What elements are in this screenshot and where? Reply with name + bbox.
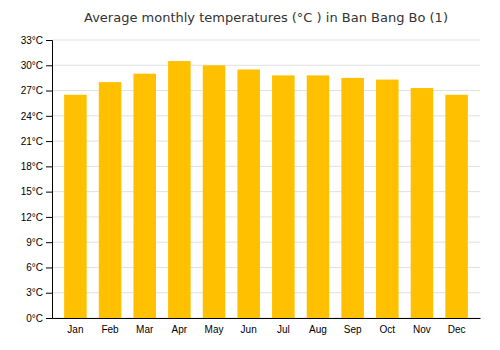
bar xyxy=(133,74,156,318)
y-tick-label: 21°C xyxy=(21,136,43,147)
y-tick: 3°C xyxy=(26,287,52,298)
y-tick-mark xyxy=(46,40,52,41)
y-tick: 0°C xyxy=(26,313,52,324)
y-tick-mark xyxy=(46,91,52,92)
y-tick-label: 12°C xyxy=(21,212,43,223)
bar xyxy=(99,82,122,318)
bar xyxy=(376,80,399,318)
x-tick-label: Jun xyxy=(241,324,257,335)
x-tick: Nov xyxy=(413,324,431,335)
chart: 0°C 3°C 6°C 9°C 12°C 15°C 18°C 21°C 24°C 27°C 30°C… xyxy=(0,0,500,350)
y-axis: 0°C 3°C 6°C 9°C 12°C 15°C 18°C 21°C 24°C 27°C 30°C… xyxy=(21,35,53,324)
x-tick-label: Oct xyxy=(380,324,396,335)
grid-line xyxy=(52,65,480,66)
y-tick: 18°C xyxy=(21,161,52,172)
x-tick-label: May xyxy=(205,324,224,335)
bar xyxy=(272,75,295,318)
bar xyxy=(341,78,364,318)
x-tick: Sep xyxy=(344,324,362,335)
y-tick-label: 15°C xyxy=(21,186,43,197)
plot: 0°C 3°C 6°C 9°C 12°C 15°C 18°C 21°C 24°C 27°C 30°C… xyxy=(21,35,481,335)
y-tick-mark xyxy=(46,116,52,117)
x-tick-label: Sep xyxy=(344,324,362,335)
y-tick: 9°C xyxy=(26,237,52,248)
x-tick: Jul xyxy=(277,324,290,335)
y-tick-mark xyxy=(46,217,52,218)
bar xyxy=(168,61,191,318)
x-tick: Feb xyxy=(101,324,119,335)
y-tick-mark xyxy=(46,166,52,167)
x-tick-label: Apr xyxy=(172,324,188,335)
x-tick-label: Jan xyxy=(67,324,83,335)
y-tick-label: 33°C xyxy=(21,35,43,46)
y-tick-label: 27°C xyxy=(21,85,43,96)
y-tick-label: 18°C xyxy=(21,161,43,172)
x-tick-label: Mar xyxy=(136,324,154,335)
title: Average monthly temperatures (°C ) in Ba… xyxy=(84,10,448,25)
bar xyxy=(64,95,87,318)
x-axis: Jan Feb Mar Apr May Jun Jul Aug Sep Oct Nov Dec xyxy=(53,319,481,336)
y-tick: 30°C xyxy=(21,60,52,71)
y-tick-label: 24°C xyxy=(21,111,43,122)
y-tick: 21°C xyxy=(21,136,52,147)
x-tick-label: Feb xyxy=(101,324,119,335)
bar xyxy=(411,88,434,318)
x-tick-label: Nov xyxy=(413,324,431,335)
y-tick: 24°C xyxy=(21,111,52,122)
y-tick-label: 3°C xyxy=(26,287,43,298)
x-tick-label: Aug xyxy=(309,324,327,335)
x-tick: Dec xyxy=(448,324,466,335)
bars xyxy=(64,61,468,318)
bar xyxy=(307,75,330,318)
x-axis-line xyxy=(53,318,481,319)
y-tick-label: 0°C xyxy=(26,313,43,324)
bar xyxy=(237,69,260,318)
bar xyxy=(203,65,226,318)
x-tick: Oct xyxy=(380,324,396,335)
y-tick-label: 6°C xyxy=(26,262,43,273)
y-tick: 6°C xyxy=(26,262,52,273)
y-tick-label: 9°C xyxy=(26,237,43,248)
y-tick-mark xyxy=(46,318,52,319)
y-tick-mark xyxy=(46,192,52,193)
y-axis-line xyxy=(46,41,53,319)
y-tick-mark xyxy=(46,65,52,66)
x-tick: Jun xyxy=(241,324,257,335)
x-tick: Mar xyxy=(136,324,154,335)
x-tick: Jan xyxy=(67,324,83,335)
grid-line xyxy=(52,40,480,41)
y-tick: 15°C xyxy=(21,186,52,197)
y-tick-mark xyxy=(46,293,52,294)
x-tick: Apr xyxy=(172,324,188,335)
y-tick-mark xyxy=(46,267,52,268)
x-tick: Aug xyxy=(309,324,327,335)
x-tick-label: Jul xyxy=(277,324,290,335)
x-tick: May xyxy=(205,324,224,335)
y-tick-label: 30°C xyxy=(21,60,43,71)
y-tick-mark xyxy=(46,141,52,142)
grid xyxy=(52,40,480,318)
bar xyxy=(445,95,468,318)
x-tick-label: Dec xyxy=(448,324,466,335)
y-tick: 12°C xyxy=(21,212,52,223)
y-tick-mark xyxy=(46,242,52,243)
y-tick: 27°C xyxy=(21,85,52,96)
y-tick: 33°C xyxy=(21,35,52,46)
